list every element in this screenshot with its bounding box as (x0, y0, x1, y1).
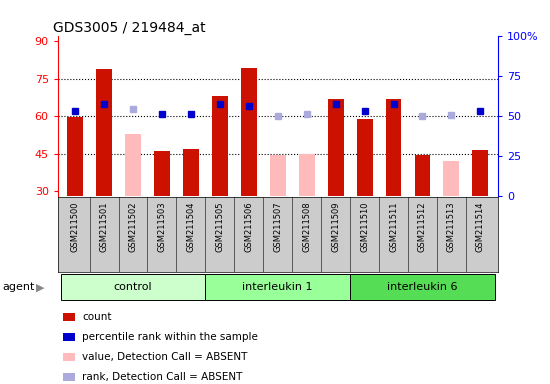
Text: GSM211501: GSM211501 (100, 202, 108, 252)
Bar (96, 69, 112, 196)
Bar (154, 151, 170, 196)
Bar (443, 161, 459, 196)
FancyBboxPatch shape (205, 275, 350, 300)
Text: count: count (82, 312, 112, 322)
Bar (328, 99, 344, 196)
Text: GSM211500: GSM211500 (70, 202, 80, 252)
Text: GSM211513: GSM211513 (447, 202, 456, 252)
Text: interleukin 6: interleukin 6 (387, 282, 458, 292)
Bar (472, 150, 488, 196)
Text: GSM211504: GSM211504 (186, 202, 195, 252)
Text: GSM211511: GSM211511 (389, 202, 398, 252)
Text: GSM211510: GSM211510 (360, 202, 369, 252)
Bar (212, 96, 228, 196)
Text: percentile rank within the sample: percentile rank within the sample (82, 332, 258, 342)
Bar (67, 118, 83, 196)
Text: GSM211508: GSM211508 (302, 202, 311, 252)
Text: ▶: ▶ (36, 282, 44, 293)
Text: GSM211505: GSM211505 (216, 202, 224, 252)
Bar (415, 155, 431, 196)
Text: value, Detection Call = ABSENT: value, Detection Call = ABSENT (82, 352, 248, 362)
Bar (356, 119, 372, 196)
Text: agent: agent (3, 282, 35, 293)
Bar (125, 134, 141, 196)
Bar (386, 99, 401, 196)
Text: control: control (114, 282, 152, 292)
Text: rank, Detection Call = ABSENT: rank, Detection Call = ABSENT (82, 372, 243, 382)
Bar (270, 155, 285, 196)
Text: GSM211507: GSM211507 (273, 202, 282, 252)
Text: GSM211506: GSM211506 (244, 202, 254, 252)
FancyBboxPatch shape (350, 275, 495, 300)
Text: GSM211502: GSM211502 (129, 202, 138, 252)
Bar (241, 68, 257, 196)
Text: GDS3005 / 219484_at: GDS3005 / 219484_at (53, 22, 206, 35)
Text: interleukin 1: interleukin 1 (243, 282, 313, 292)
Bar (299, 154, 315, 196)
Text: GSM211514: GSM211514 (476, 202, 485, 252)
Text: GSM211509: GSM211509 (331, 202, 340, 252)
FancyBboxPatch shape (60, 275, 205, 300)
Text: GSM211512: GSM211512 (418, 202, 427, 252)
Text: GSM211503: GSM211503 (157, 202, 167, 252)
Bar (183, 149, 199, 196)
